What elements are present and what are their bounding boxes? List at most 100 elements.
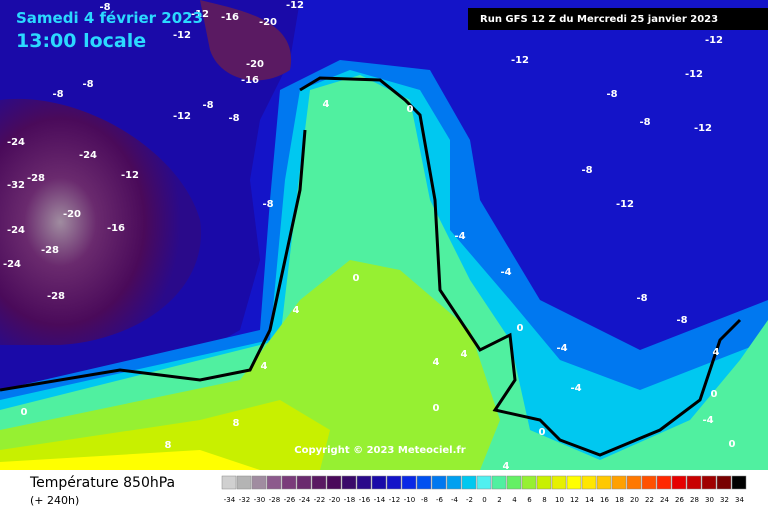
scale-label: 0 (482, 496, 486, 504)
scale-swatch (611, 475, 627, 490)
scale-label: 4 (512, 496, 517, 504)
scale-label: -18 (344, 496, 355, 504)
date: Samedi 4 février 2023 (16, 9, 203, 27)
contour-label: 4 (503, 461, 510, 472)
contour-label: -20 (246, 59, 264, 70)
scale-swatch (476, 475, 492, 490)
scale-swatch (386, 475, 402, 490)
contour-label: -8 (99, 2, 110, 13)
contour-label: -12 (191, 9, 209, 20)
scale-swatch (581, 475, 597, 490)
scale-label: -14 (374, 496, 386, 504)
contour-label: -8 (52, 89, 63, 100)
scale-swatch (251, 475, 267, 490)
scale-swatch (311, 475, 327, 490)
scale-label: -8 (421, 496, 428, 504)
contour-label: 4 (261, 361, 268, 372)
scale-label: 16 (600, 496, 609, 504)
contour-label: -8 (639, 117, 650, 128)
scale-swatch (506, 475, 522, 490)
scale-label: 18 (615, 496, 624, 504)
scale-label: 22 (645, 496, 654, 504)
scale-label: 28 (690, 496, 699, 504)
contour-label: -8 (262, 199, 273, 210)
scale-swatch (431, 475, 447, 490)
contour-label: -12 (616, 199, 634, 210)
contour-label: -12 (694, 123, 712, 134)
contour-label: 0 (711, 389, 718, 400)
contour-label: -4 (454, 231, 465, 242)
contour-label: -16 (241, 75, 259, 86)
scale-swatch (716, 475, 732, 490)
contour-label: 0 (353, 273, 360, 284)
scale-label: -6 (436, 496, 444, 504)
contour-label: -32 (7, 180, 25, 191)
scale-swatch (641, 475, 657, 490)
contour-label: -12 (705, 35, 723, 46)
contour-label: -8 (228, 113, 239, 124)
scale-label: -24 (299, 496, 311, 504)
contour-label: -12 (286, 0, 304, 11)
contour-label: -28 (41, 245, 59, 256)
scale-label: -28 (269, 496, 280, 504)
scale-label: -26 (284, 496, 296, 504)
contour-label: -16 (107, 223, 125, 234)
scale-label: 10 (555, 496, 564, 504)
contour-label: 8 (233, 418, 240, 429)
contour-label: 0 (433, 403, 440, 414)
contour-label: 4 (293, 305, 300, 316)
contour-label: -24 (7, 225, 25, 236)
scale-label: 14 (585, 496, 594, 504)
local-time: 13:00 locale (16, 30, 146, 52)
scale-label: 6 (527, 496, 532, 504)
copyright: Copyright © 2023 Meteociel.fr (294, 445, 465, 456)
scale-swatch (626, 475, 642, 490)
contour-label: -12 (511, 55, 529, 66)
contour-label: -12 (173, 111, 191, 122)
scale-swatch (551, 475, 567, 490)
scale-label: 24 (660, 496, 669, 504)
contour-label: -24 (7, 137, 25, 148)
contour-label: -8 (202, 100, 213, 111)
contour-label: -4 (556, 343, 567, 354)
scale-swatch (671, 475, 687, 490)
scale-swatch (596, 475, 612, 490)
scale-swatch (296, 475, 312, 490)
scale-label: -16 (359, 496, 371, 504)
contour-label: 0 (517, 323, 524, 334)
scale-swatch (401, 475, 417, 490)
contour-label: 0 (729, 439, 736, 450)
contour-label: -4 (500, 267, 511, 278)
scale-label: 32 (720, 496, 729, 504)
contour-label: -24 (3, 259, 21, 270)
scale-swatch (521, 475, 537, 490)
map-background (0, 0, 768, 470)
scale-label: 26 (675, 496, 684, 504)
forecast-lead: (+ 240h) (30, 494, 79, 507)
contour-label: 4 (461, 349, 468, 360)
scale-swatch (656, 475, 672, 490)
scale-label: -4 (451, 496, 459, 504)
contour-label: 0 (407, 104, 414, 115)
scale-label: -10 (404, 496, 415, 504)
contour-label: -20 (63, 209, 81, 220)
contour-label: -28 (27, 173, 45, 184)
scale-swatch (341, 475, 357, 490)
scale-swatch (461, 475, 477, 490)
contour-label: 4 (433, 357, 440, 368)
scale-swatch (491, 475, 507, 490)
contour-label: 8 (165, 440, 172, 451)
scale-label: -2 (466, 496, 473, 504)
scale-swatch (701, 475, 717, 490)
scale-swatch (536, 475, 552, 490)
scale-label: -32 (239, 496, 250, 504)
contour-label: -8 (581, 165, 592, 176)
scale-label: -12 (389, 496, 400, 504)
scale-swatch (416, 475, 432, 490)
scale-label: 12 (570, 496, 579, 504)
run-info: Run GFS 12 Z du Mercredi 25 janvier 2023 (480, 14, 718, 25)
scale-swatch (326, 475, 342, 490)
scale-label: -20 (329, 496, 340, 504)
